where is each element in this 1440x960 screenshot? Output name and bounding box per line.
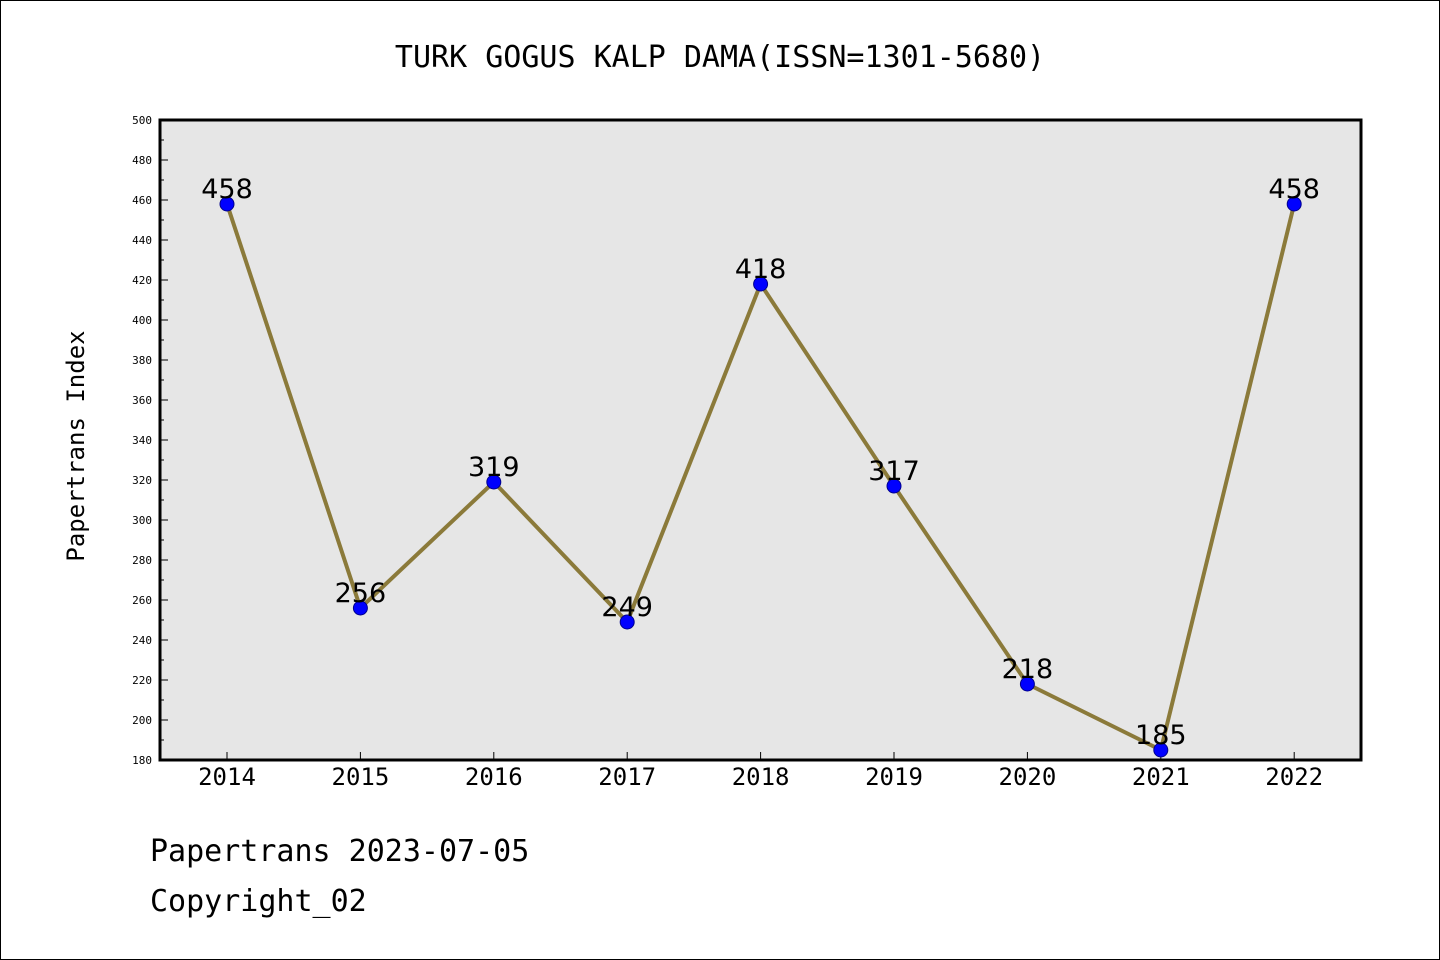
plot-area	[160, 120, 1361, 760]
x-tick-label: 2015	[332, 763, 390, 791]
data-point	[1019, 676, 1035, 692]
data-label: 256	[335, 578, 387, 609]
data-labels: 458 256 319 249 418 317 218 185 458	[201, 174, 1320, 751]
y-tick-label: 220	[132, 674, 152, 687]
y-axis: 180 200 220 240 260 280 300 320 340 360 380 400 420 4…	[132, 114, 168, 767]
x-axis: 2014 2015 2016 2017 2018 2019 2020 2021 2022	[198, 752, 1323, 791]
y-tick-label: 180	[132, 754, 152, 767]
data-point	[352, 600, 368, 616]
y-tick-label: 260	[132, 594, 152, 607]
y-tick-label: 280	[132, 554, 152, 567]
y-tick-label: 440	[132, 234, 152, 247]
y-tick-label: 340	[132, 434, 152, 447]
data-points	[219, 196, 1302, 758]
data-label: 418	[735, 254, 787, 285]
data-label: 185	[1135, 720, 1187, 751]
x-tick-label: 2016	[465, 763, 523, 791]
data-label: 319	[468, 452, 520, 483]
y-tick-label: 320	[132, 474, 152, 487]
x-tick-label: 2022	[1265, 763, 1323, 791]
y-tick-label: 360	[132, 394, 152, 407]
y-tick-label: 380	[132, 354, 152, 367]
y-tick-label: 240	[132, 634, 152, 647]
x-tick-label: 2017	[598, 763, 656, 791]
data-point	[753, 276, 769, 292]
x-tick-label: 2014	[198, 763, 256, 791]
y-tick-label: 480	[132, 154, 152, 167]
x-tick-label: 2020	[999, 763, 1057, 791]
data-point	[886, 478, 902, 494]
data-point	[1153, 742, 1169, 758]
data-point	[486, 474, 502, 490]
y-tick-label: 420	[132, 274, 152, 287]
data-point	[219, 196, 235, 212]
x-tick-label: 2021	[1132, 763, 1190, 791]
y-tick-label: 200	[132, 714, 152, 727]
x-tick-label: 2018	[732, 763, 790, 791]
data-label: 249	[601, 592, 653, 623]
data-label: 458	[201, 174, 253, 205]
data-label: 317	[868, 456, 920, 487]
x-tick-label: 2019	[865, 763, 923, 791]
data-label: 218	[1002, 654, 1054, 685]
data-point	[1286, 196, 1302, 212]
footer-source-date: Papertrans 2023-07-05	[150, 834, 530, 869]
y-tick-label: 500	[132, 114, 152, 127]
y-tick-label: 400	[132, 314, 152, 327]
plot-border	[158, 118, 1363, 762]
data-label: 458	[1268, 174, 1320, 205]
footer-copyright: Copyright_02	[150, 884, 367, 919]
data-point	[619, 614, 635, 630]
y-axis-label: Papertrans Index	[62, 330, 90, 561]
chart-title: TURK GOGUS KALP DAMA(ISSN=1301-5680)	[395, 40, 1045, 75]
y-tick-label: 300	[132, 514, 152, 527]
y-tick-label: 460	[132, 194, 152, 207]
